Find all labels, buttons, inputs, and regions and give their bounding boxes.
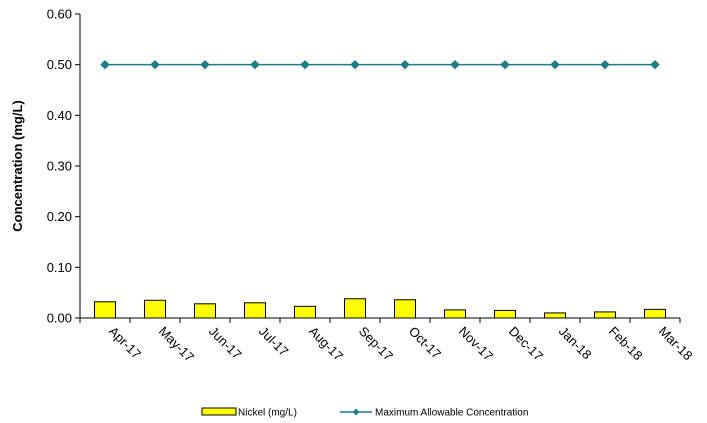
y-axis-ticks: 0.00 0.10 0.20 0.30 0.40 0.50 0.60 xyxy=(47,7,80,326)
bar xyxy=(494,309,516,319)
line-point xyxy=(100,59,110,70)
line-point xyxy=(150,59,160,70)
x-tick-label: Apr-17 xyxy=(106,324,144,362)
legend-label-max-allowable: Maximum Allowable Concentration xyxy=(375,408,528,419)
bar xyxy=(444,309,466,319)
y-tick-label: 0.60 xyxy=(47,7,72,22)
bar xyxy=(394,299,416,319)
bar xyxy=(244,302,266,319)
line-point xyxy=(500,59,510,70)
line-point xyxy=(200,59,210,70)
line-point xyxy=(650,59,660,70)
line-point xyxy=(450,59,460,70)
line-point xyxy=(600,59,610,70)
line-point xyxy=(400,59,410,70)
bar xyxy=(294,305,316,319)
legend-swatch-nickel xyxy=(201,407,237,416)
x-tick-label: Jun-17 xyxy=(206,324,245,363)
bar xyxy=(594,311,616,319)
legend-label-nickel: Nickel (mg/L) xyxy=(238,408,297,419)
x-tick-label: Jan-18 xyxy=(556,324,595,363)
bar xyxy=(94,301,116,319)
line-series xyxy=(100,59,660,70)
x-tick-label: Nov-17 xyxy=(456,324,496,364)
y-axis-label: Concentration (mg/L) xyxy=(10,100,25,231)
x-tick-label: May-17 xyxy=(156,324,197,365)
y-tick-label: 0.50 xyxy=(47,57,72,72)
x-tick-label: Sep-17 xyxy=(356,324,396,364)
x-tick-label: Mar-18 xyxy=(656,324,696,364)
line-point xyxy=(250,59,260,70)
y-tick-label: 0.20 xyxy=(47,209,72,224)
legend-marker-max-allowable xyxy=(352,408,360,416)
bar xyxy=(194,303,216,319)
x-tick-label: Feb-18 xyxy=(606,324,646,364)
x-tick-label: Aug-17 xyxy=(306,324,346,364)
bar xyxy=(544,312,566,319)
bar xyxy=(144,299,166,319)
bar xyxy=(344,298,366,319)
y-tick-label: 0.00 xyxy=(47,311,72,326)
line-point xyxy=(300,59,310,70)
y-tick-label: 0.10 xyxy=(47,260,72,275)
legend: Nickel (mg/L) Maximum Allowable Concentr… xyxy=(201,407,528,419)
bar xyxy=(644,308,666,319)
x-tick-label: Dec-17 xyxy=(506,324,546,364)
y-tick-label: 0.30 xyxy=(47,159,72,174)
x-axis-ticks: Apr-17 May-17 Jun-17 Jul-17 Aug-17 Sep-17 Oct-… xyxy=(79,318,696,365)
x-tick-label: Oct-17 xyxy=(406,324,444,362)
line-point xyxy=(550,59,560,70)
y-tick-label: 0.40 xyxy=(47,108,72,123)
line-point xyxy=(350,59,360,70)
bar-series xyxy=(94,298,666,319)
x-tick-label: Jul-17 xyxy=(256,324,292,360)
